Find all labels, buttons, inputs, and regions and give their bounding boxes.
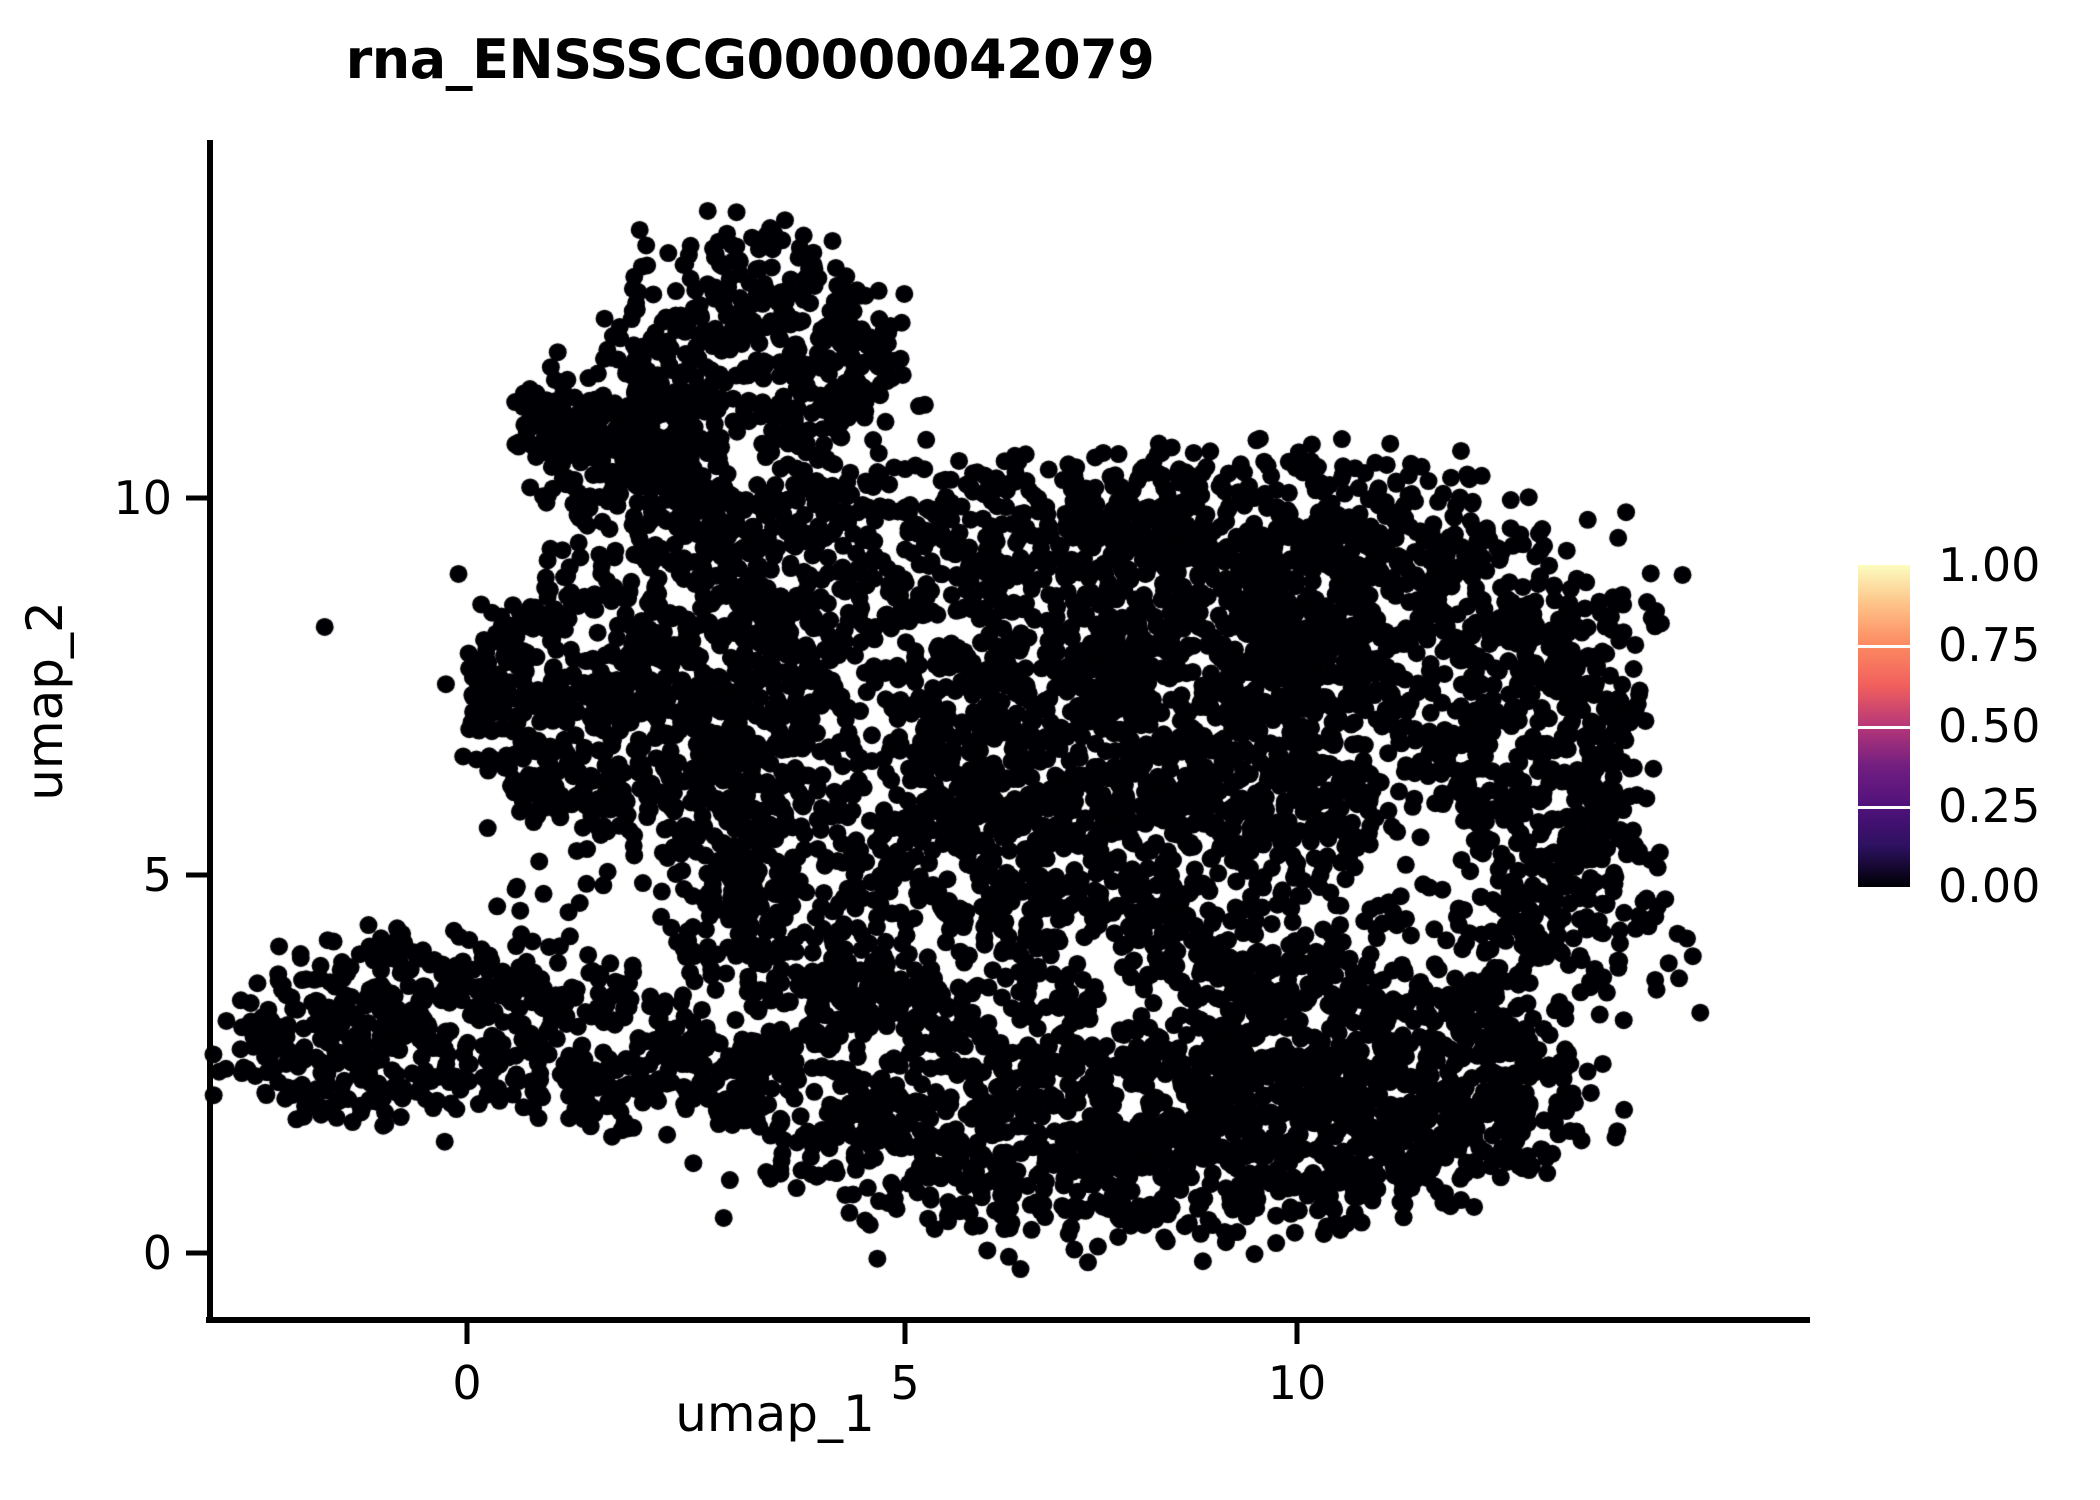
y-axis-label: umap_2 — [16, 601, 74, 801]
x-tick-label-0: 0 — [452, 1356, 482, 1410]
colorbar-tick-label-000: 0.00 — [1938, 859, 2041, 913]
colorbar-tick-label-050: 0.50 — [1938, 699, 2041, 753]
x-tick-label-10: 10 — [1267, 1356, 1327, 1410]
y-tick-label-5: 5 — [142, 848, 172, 902]
colorbar-tick-mark-025 — [1858, 806, 1910, 809]
y-tick-label-10: 10 — [113, 471, 172, 525]
x-tick-label-5: 5 — [890, 1356, 920, 1410]
colorbar-tick-label-075: 0.75 — [1938, 618, 2041, 672]
y-tick-label-0: 0 — [142, 1226, 172, 1280]
x-axis-label: umap_1 — [675, 1385, 875, 1443]
colorbar-tick-mark-075 — [1858, 645, 1910, 648]
colorbar-tick-label-100: 1.00 — [1938, 538, 2041, 592]
colorbar-tick-label-025: 0.25 — [1938, 779, 2041, 833]
colorbar-tick-mark-050 — [1858, 726, 1910, 729]
